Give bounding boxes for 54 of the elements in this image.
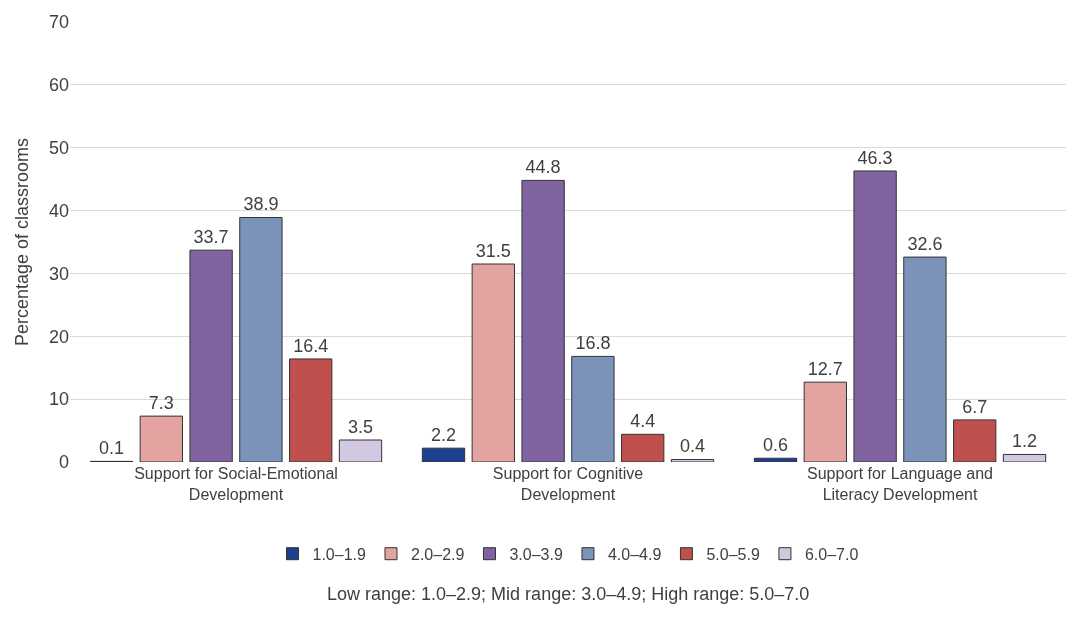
bar (289, 358, 333, 462)
data-label: 33.7 (193, 227, 229, 248)
data-label: 3.5 (347, 417, 374, 437)
legend-label: 1.0–1.9 (312, 545, 366, 563)
bar (571, 355, 615, 462)
legend-label: 3.0–3.9 (509, 545, 563, 563)
bar (753, 457, 798, 462)
bar (521, 179, 565, 462)
bar (421, 447, 466, 462)
y-tick-label: 40 (48, 200, 69, 221)
data-label: 46.3 (857, 147, 893, 168)
legend-label: 6.0–7.0 (804, 545, 859, 563)
data-label: 16.4 (293, 335, 329, 356)
data-label: 0.4 (679, 436, 706, 457)
y-tick-label: 0 (58, 452, 69, 473)
y-tick-label: 70 (48, 12, 69, 33)
data-label: 12.7 (807, 359, 843, 380)
bar (953, 419, 997, 462)
data-label: 32.6 (907, 234, 943, 255)
data-label: 0.1 (98, 438, 125, 459)
bar (139, 415, 183, 462)
bar (803, 381, 847, 462)
bar (189, 249, 233, 462)
bar (471, 263, 515, 462)
data-label: 38.9 (243, 194, 279, 215)
y-tick-label: 50 (48, 138, 69, 159)
y-tick-label: 30 (48, 263, 69, 284)
y-tick-label: 10 (48, 389, 69, 410)
bar (338, 439, 383, 462)
bar (239, 216, 283, 462)
x-tick-label: Support for Social-Emotional Development (134, 465, 338, 503)
data-label: 1.2 (1011, 431, 1038, 452)
data-label: 2.2 (430, 425, 457, 446)
bar (621, 433, 665, 462)
legend-label: 4.0–4.9 (607, 545, 662, 563)
bar (670, 458, 715, 462)
x-tick-label: Support for Cognitive Development (492, 465, 644, 503)
legend-label: 5.0–5.9 (706, 545, 760, 563)
bar (903, 256, 947, 462)
bar (853, 170, 897, 462)
y-tick-label: 60 (48, 75, 69, 96)
data-label: 16.8 (575, 333, 611, 354)
y-axis-title: Percentage of classrooms (12, 137, 33, 347)
text: Low range: 1.0–2.9; Mid range: 3.0–4.9; High range: 5.0–7.0 (327, 584, 810, 604)
data-label: 0.6 (762, 435, 789, 456)
data-label: 44.8 (525, 157, 561, 178)
x-tick-label: Support for Language and Literacy Development (807, 465, 993, 503)
y-tick-label: 20 (48, 326, 69, 347)
data-label: 7.3 (148, 393, 174, 414)
bar (1002, 453, 1047, 462)
data-label: 6.7 (962, 396, 988, 417)
data-label: 31.5 (475, 241, 511, 261)
legend-label: 2.0–2.9 (410, 545, 465, 563)
data-label: 4.4 (630, 411, 656, 432)
